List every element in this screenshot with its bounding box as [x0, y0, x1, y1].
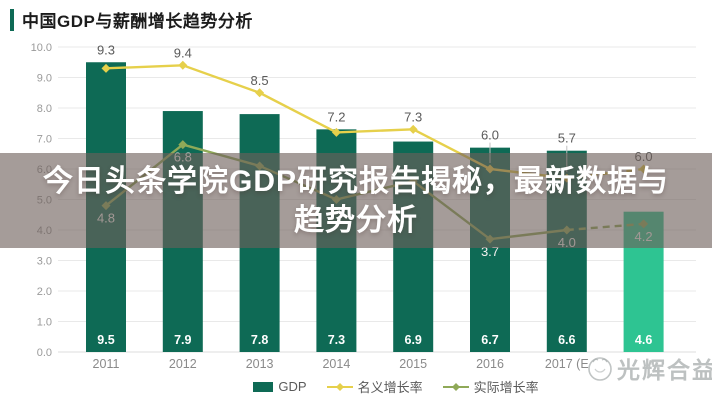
- bar-value-label: 7.9: [174, 333, 191, 347]
- x-tick-label: 2016: [476, 357, 504, 371]
- bar-value-label: 7.8: [251, 333, 268, 347]
- y-tick-label: 3.0: [37, 256, 52, 268]
- chart-title: 中国GDP与薪酬增长趋势分析: [22, 12, 253, 31]
- x-tick-label: 2011: [93, 357, 120, 371]
- data-point-label: 6.0: [481, 128, 499, 143]
- data-point-label: 5.7: [558, 131, 576, 146]
- legend-item-gdp: GDP: [253, 377, 307, 396]
- legend-label: GDP: [278, 379, 307, 394]
- y-tick-label: 1.0: [37, 317, 52, 329]
- x-tick-label: 2017 (E: [545, 357, 589, 371]
- legend-item-real-growth: 实际增长率: [442, 377, 539, 396]
- headline-overlay: 今日头条学院GDP研究报告揭秘，最新数据与 趋势分析: [0, 153, 712, 248]
- chart-header: 中国GDP与薪酬增长趋势分析: [10, 7, 253, 32]
- legend-swatch-line: [326, 382, 353, 391]
- watermark-text: 光辉合益: [617, 357, 712, 383]
- data-point-marker: [331, 127, 341, 137]
- headline-line2: 趋势分析: [294, 203, 418, 237]
- y-tick-label: 10.0: [31, 42, 52, 54]
- bar-value-label: 6.9: [405, 333, 422, 347]
- y-tick-label: 2.0: [37, 286, 52, 298]
- y-tick-label: 8.0: [37, 103, 52, 115]
- data-point-label: 7.3: [404, 109, 422, 124]
- watermark: 光辉合益: [586, 351, 712, 385]
- legend-swatch-line: [442, 382, 469, 391]
- bar-value-label: 6.6: [558, 333, 575, 347]
- legend-item-nominal-growth: 名义增长率: [326, 377, 423, 396]
- legend-label: 实际增长率: [473, 380, 539, 395]
- legend-label: 名义增长率: [357, 380, 423, 395]
- bar-value-label: 9.5: [97, 333, 114, 347]
- watermark-logo-icon: [588, 357, 612, 381]
- y-tick-label: 9.0: [37, 73, 52, 85]
- chart-legend: GDP 名义增长率 实际增长率: [40, 377, 712, 396]
- bar-value-label: 7.3: [328, 333, 345, 347]
- data-point-marker: [101, 63, 111, 73]
- data-point-marker: [178, 60, 188, 70]
- y-tick-label: 0.0: [37, 347, 52, 359]
- x-axis-labels: 2011 2012 2013 2014 2015 2016 2017 (E: [93, 357, 589, 371]
- bar-value-label: 4.6: [635, 333, 652, 347]
- x-tick-label: 2012: [169, 357, 197, 371]
- headline-line1: 今日头条学院GDP研究报告揭秘，最新数据与: [42, 164, 669, 198]
- x-tick-label: 2013: [246, 357, 274, 371]
- bar-value-label: 6.7: [481, 333, 498, 347]
- x-tick-label: 2015: [399, 357, 427, 371]
- title-accent-bar: [10, 8, 14, 31]
- legend-swatch-bar: [253, 381, 274, 392]
- y-tick-label: 7.0: [37, 134, 52, 146]
- data-point-marker: [408, 124, 418, 134]
- data-point-marker: [255, 88, 265, 98]
- x-tick-label: 2014: [322, 357, 350, 371]
- data-point-label: 7.2: [327, 109, 345, 124]
- data-point-label: 9.3: [97, 42, 115, 57]
- data-point-marker: [178, 140, 188, 150]
- data-point-label: 8.5: [251, 73, 269, 88]
- data-point-label: 9.4: [174, 45, 192, 60]
